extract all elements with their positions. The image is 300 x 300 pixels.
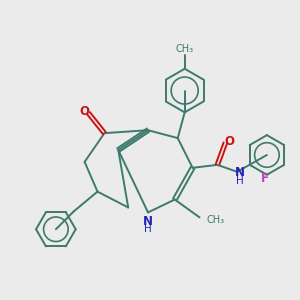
Text: F: F bbox=[261, 172, 269, 185]
Text: H: H bbox=[236, 176, 244, 186]
Text: O: O bbox=[80, 105, 90, 118]
Text: N: N bbox=[143, 215, 153, 228]
Text: N: N bbox=[235, 166, 245, 179]
Text: O: O bbox=[224, 135, 234, 148]
Text: H: H bbox=[144, 224, 152, 234]
Text: CH₃: CH₃ bbox=[176, 44, 194, 54]
Text: CH₃: CH₃ bbox=[206, 215, 225, 225]
